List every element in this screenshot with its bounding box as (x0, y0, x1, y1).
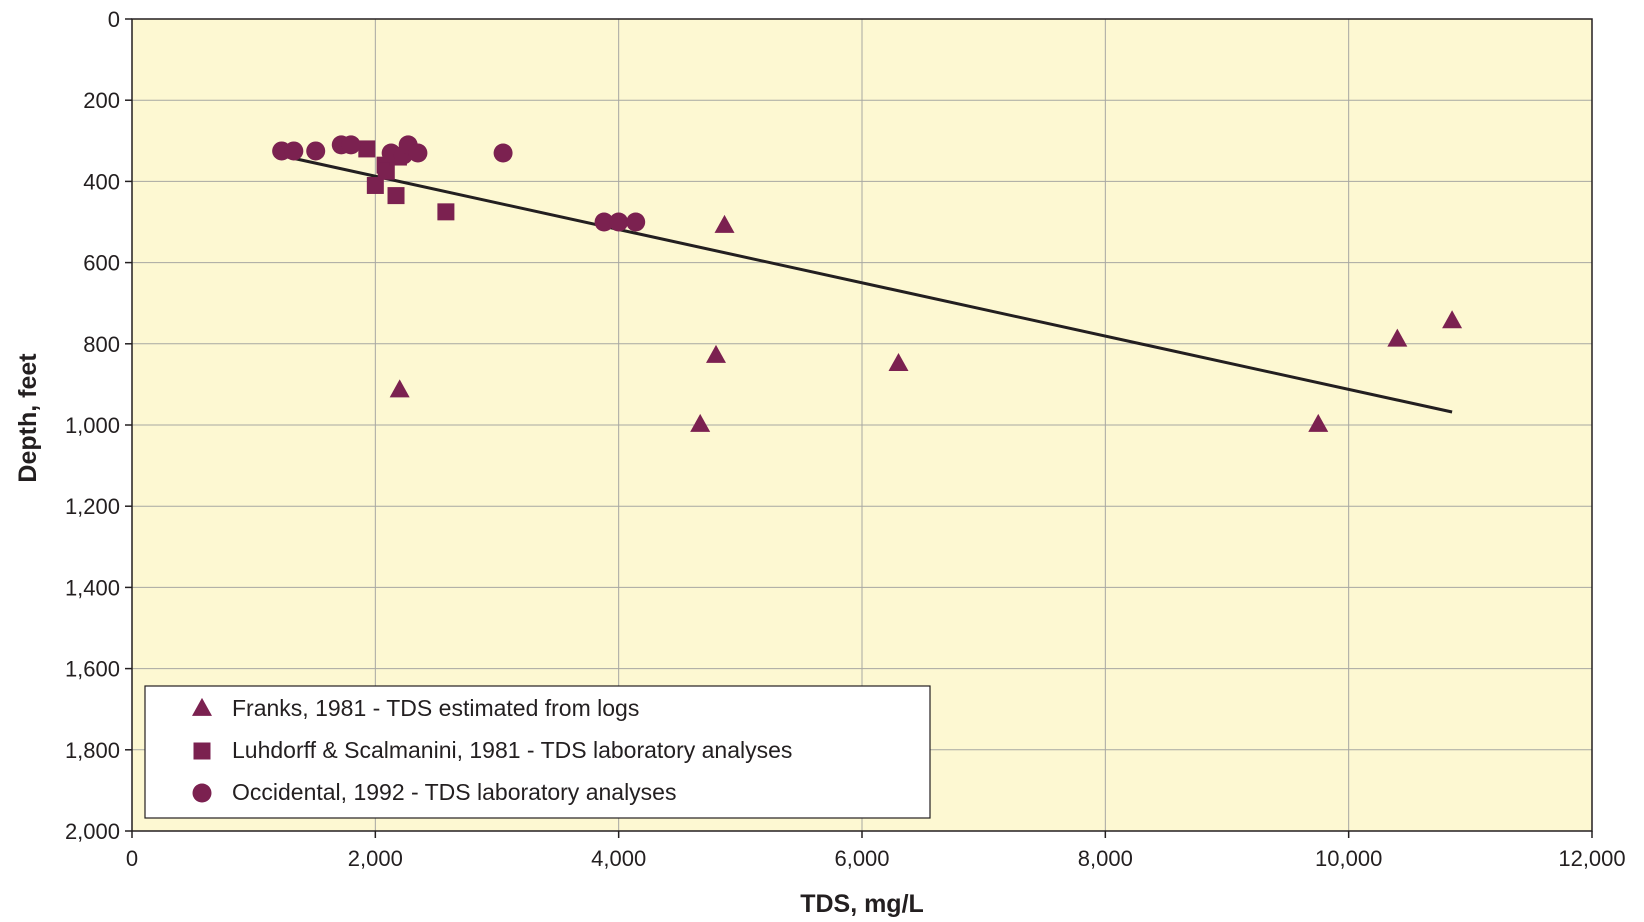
square-point (358, 140, 376, 158)
square-point (387, 187, 405, 205)
trendline-layer (283, 154, 1453, 414)
legend: Franks, 1981 - TDS estimated from logs Lu… (144, 685, 931, 819)
triangle-point (714, 214, 735, 233)
axis-ticks: 0 2,000 4,000 6,000 8,000 10,000 12,0000200400… (65, 7, 1626, 871)
y-tick-label: 800 (83, 332, 120, 357)
triangle-point (1442, 310, 1463, 329)
y-tick-label: 1,200 (65, 494, 120, 519)
square-point (437, 203, 455, 221)
legend-square-marker (193, 742, 211, 760)
square-point (377, 162, 395, 180)
y-tick-label: 200 (83, 88, 120, 113)
legend-label: Franks, 1981 - TDS estimated from logs (232, 695, 639, 721)
triangle-point (706, 344, 726, 363)
square-point (366, 176, 384, 194)
legend-triangle-marker (192, 697, 212, 716)
legend-label: Occidental, 1992 - TDS laboratory analys… (232, 779, 676, 805)
series-circle (272, 135, 646, 232)
legend-label: Luhdorff & Scalmanini, 1981 - TDS labora… (232, 737, 792, 763)
circle-point (609, 212, 629, 232)
data-points (272, 135, 1463, 432)
y-tick-label: 1,800 (65, 738, 120, 763)
x-tick-label: 10,000 (1315, 846, 1382, 871)
circle-point (284, 141, 304, 161)
circle-point (408, 143, 428, 163)
circle-point (341, 135, 361, 155)
legend-items: Franks, 1981 - TDS estimated from logs Lu… (192, 695, 792, 805)
x-axis-title: TDS, mg/L (800, 890, 924, 918)
x-tick-label: 4,000 (591, 846, 646, 871)
x-tick-label: 0 (126, 846, 138, 871)
series-square (358, 140, 455, 221)
triangle-point (389, 379, 410, 398)
x-tick-label: 12,000 (1558, 846, 1625, 871)
legend-circle-marker (192, 783, 212, 803)
x-tick-label: 2,000 (348, 846, 403, 871)
y-tick-label: 1,600 (65, 657, 120, 682)
circle-point (306, 141, 326, 161)
triangle-point (690, 413, 711, 432)
x-tick-label: 6,000 (834, 846, 889, 871)
y-tick-label: 600 (83, 251, 120, 276)
trendline (283, 154, 1453, 414)
series-triangle (389, 214, 1463, 432)
circle-point (594, 212, 614, 232)
y-tick-label: 400 (83, 169, 120, 194)
y-tick-label: 0 (108, 7, 120, 32)
circle-point (493, 143, 513, 163)
y-tick-label: 2,000 (65, 819, 120, 844)
y-axis-title: Depth, feet (14, 353, 42, 483)
circle-point (626, 212, 646, 232)
triangle-point (1387, 328, 1408, 347)
y-tick-label: 1,400 (65, 575, 120, 600)
triangle-point (888, 352, 909, 371)
legend-box (144, 685, 931, 819)
y-tick-label: 1,000 (65, 413, 120, 438)
triangle-point (1308, 413, 1329, 432)
x-tick-label: 8,000 (1078, 846, 1133, 871)
